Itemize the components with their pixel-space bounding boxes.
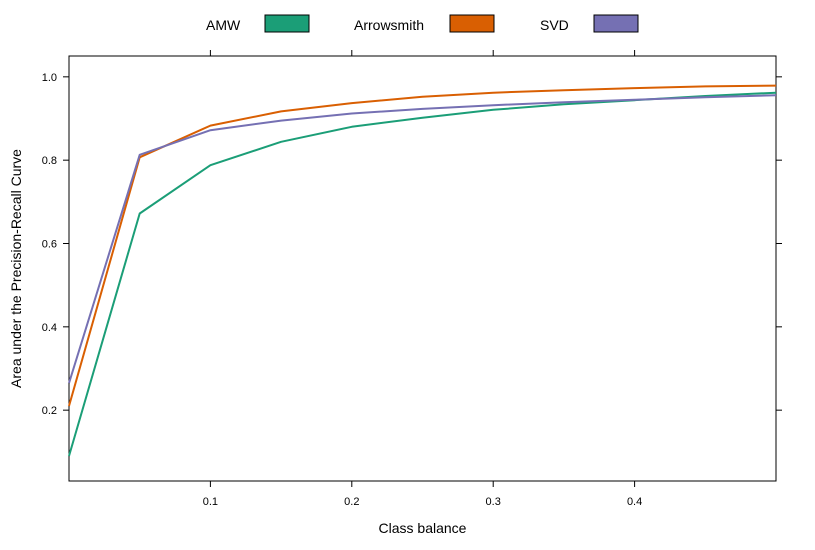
legend-label-arrowsmith: Arrowsmith bbox=[354, 17, 424, 33]
legend-label-svd: SVD bbox=[540, 17, 569, 33]
y-axis-title: Area under the Precision-Recall Curve bbox=[8, 149, 24, 388]
y-tick-label: 0.4 bbox=[42, 322, 57, 334]
axis-ticks: 0.1 0.2 0.3 0.4 0.2 0.4 0.6 0.8 1.0 bbox=[42, 50, 782, 508]
series-lines bbox=[68, 84, 777, 457]
series-line-arrowsmith bbox=[68, 84, 777, 407]
x-tick-label: 0.1 bbox=[203, 496, 218, 508]
plot-frame bbox=[68, 55, 777, 482]
y-tick-label: 0.2 bbox=[42, 405, 57, 417]
y-tick-label: 0.6 bbox=[42, 239, 57, 251]
x-tick-label: 0.2 bbox=[344, 496, 359, 508]
legend-swatch-amw bbox=[264, 14, 310, 33]
y-tick-label: 1.0 bbox=[42, 72, 57, 84]
legend-label-amw: AMW bbox=[206, 17, 241, 33]
x-tick-label: 0.3 bbox=[486, 496, 501, 508]
legend-swatch-svd bbox=[593, 14, 639, 33]
legend-swatch-arrowsmith bbox=[449, 14, 495, 33]
x-axis-title: Class balance bbox=[379, 520, 467, 536]
x-tick-label: 0.4 bbox=[627, 496, 642, 508]
series-line-amw bbox=[68, 91, 777, 457]
series-line-svd bbox=[68, 94, 777, 384]
y-tick-label: 0.8 bbox=[42, 155, 57, 167]
legend: AMW Arrowsmith SVD bbox=[206, 14, 639, 33]
